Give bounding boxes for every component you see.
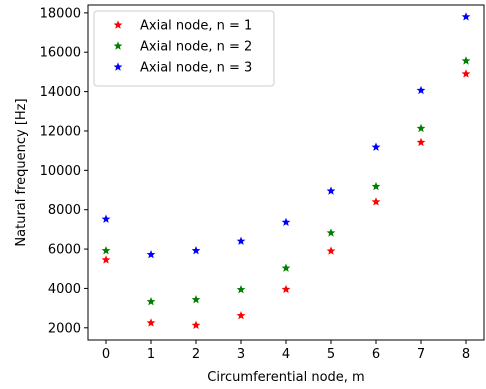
legend-box [93, 10, 275, 87]
data-point-series-2 [281, 263, 291, 272]
x-tick-label: 3 [237, 347, 245, 362]
data-point-series-2 [371, 181, 381, 191]
data-point-series-1 [101, 255, 111, 264]
x-tick-label: 6 [372, 347, 380, 362]
data-point-series-2 [191, 295, 201, 304]
data-point-series-3 [236, 236, 246, 245]
y-tick-label: 14000 [40, 85, 81, 100]
x-tick-label: 4 [282, 347, 290, 362]
plot-frame [87, 4, 485, 341]
data-point-series-1 [281, 284, 291, 294]
data-point-series-1 [191, 320, 201, 329]
data-point-series-3 [461, 12, 471, 21]
data-point-series-2 [146, 297, 156, 306]
data-point-series-1 [146, 318, 156, 327]
legend-label: Axial node, n = 3 [140, 61, 252, 76]
x-tick-label: 1 [147, 347, 155, 362]
data-point-series-3 [416, 85, 426, 95]
y-tick-label: 18000 [40, 6, 81, 21]
data-point-series-2 [326, 228, 336, 237]
data-point-series-1 [371, 197, 381, 206]
data-point-series-2 [416, 123, 426, 133]
y-tick-label: 10000 [40, 164, 81, 179]
axis-ticks: 0 1 2 3 4 5 6 7 8 2000 4000 6000 8000 10000 12000 14000… [40, 6, 471, 362]
legend-label: Axial node, n = 1 [140, 19, 252, 34]
y-tick-label: 8000 [48, 203, 81, 218]
data-point-series-3 [371, 142, 381, 151]
data-point-series-3 [281, 217, 291, 227]
y-tick-label: 12000 [40, 124, 81, 139]
x-tick-label: 7 [417, 347, 425, 362]
data-point-series-3 [146, 249, 156, 259]
data-point-series-2 [461, 56, 471, 65]
legend-label: Axial node, n = 2 [140, 40, 252, 55]
y-tick-label: 4000 [48, 282, 81, 297]
data-point-series-2 [101, 246, 111, 255]
legend-marker [113, 62, 123, 71]
y-tick-label: 16000 [40, 46, 81, 61]
legend-marker [113, 41, 123, 50]
data-point-series-3 [326, 186, 336, 195]
data-point-series-1 [326, 246, 336, 255]
data-point-series-3 [191, 246, 201, 255]
data-point-series-1 [236, 310, 246, 320]
y-tick-label: 2000 [48, 321, 81, 336]
x-tick-label: 8 [462, 347, 470, 362]
x-tick-label: 5 [327, 347, 335, 362]
data-point-series-2 [236, 285, 246, 294]
x-tick-label: 0 [102, 347, 110, 362]
x-axis-label: Circumferential node, m [207, 370, 364, 385]
x-tick-label: 2 [192, 347, 200, 362]
legend: Axial node, n = 1 Axial node, n = 2 Axial … [93, 10, 275, 87]
y-axis-label: Natural frequency [Hz] [14, 98, 29, 246]
y-tick-label: 6000 [48, 243, 81, 258]
data-points [101, 12, 471, 329]
data-point-series-1 [461, 69, 471, 78]
legend-marker [113, 20, 123, 29]
data-point-series-1 [416, 137, 426, 147]
data-point-series-3 [101, 214, 111, 223]
